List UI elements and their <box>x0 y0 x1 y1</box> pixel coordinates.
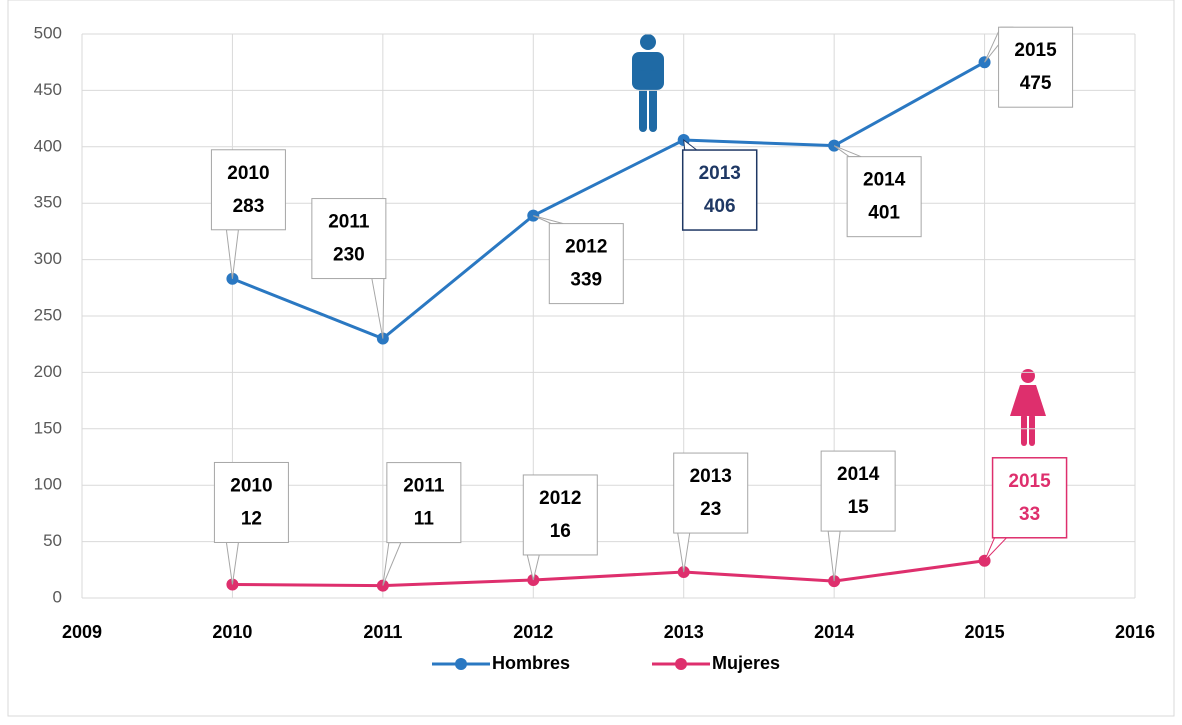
data-label-year: 2015 <box>1008 471 1051 492</box>
data-label-year: 2010 <box>227 163 269 184</box>
y-tick-label: 50 <box>43 531 62 550</box>
data-label-year: 2011 <box>403 476 445 497</box>
data-label: 401 <box>868 203 900 224</box>
data-label: 230 <box>333 245 365 266</box>
label-pointer <box>533 215 564 225</box>
chart-frame <box>7 0 1175 717</box>
data-label-box <box>548 223 624 305</box>
data-label-box <box>213 461 289 543</box>
data-label: 15 <box>848 497 870 518</box>
man-icon <box>632 34 664 132</box>
legend-marker <box>455 658 467 670</box>
series-line <box>232 559 985 588</box>
data-label-box <box>846 156 922 238</box>
x-tick-label: 2014 <box>814 622 854 642</box>
data-label-box <box>522 474 598 556</box>
x-tick-label: 2012 <box>513 622 553 642</box>
label-pointer <box>225 541 240 585</box>
label-pointer <box>225 229 239 279</box>
data-label: 23 <box>700 499 721 520</box>
series-line <box>231 60 986 341</box>
label-pointer <box>677 532 691 573</box>
data-label: 475 <box>1020 73 1052 94</box>
y-tick-label: 200 <box>34 362 62 381</box>
x-tick-label: 2013 <box>664 622 704 642</box>
data-label-box <box>681 149 758 231</box>
legend-label: Hombres <box>492 653 570 673</box>
data-label-year: 2013 <box>690 466 732 487</box>
y-tick-label: 0 <box>53 587 62 606</box>
x-tick-label: 2015 <box>965 622 1005 642</box>
data-label-year: 2011 <box>328 212 370 233</box>
y-tick-label: 250 <box>34 305 62 324</box>
data-label-box <box>210 149 286 231</box>
x-tick-label: 2009 <box>62 622 102 642</box>
x-tick-label: 2010 <box>212 622 252 642</box>
x-tick-label: 2016 <box>1115 622 1155 642</box>
data-label: 283 <box>233 196 265 217</box>
data-label-box <box>998 26 1074 108</box>
data-label-box <box>820 450 896 532</box>
data-label: 12 <box>241 508 262 529</box>
data-label-box <box>311 198 387 280</box>
y-tick-label: 100 <box>34 475 62 494</box>
data-label-box <box>991 457 1068 539</box>
data-label-box <box>386 462 462 544</box>
y-tick-label: 150 <box>34 418 62 437</box>
label-pointer <box>382 542 402 586</box>
data-label-year: 2012 <box>539 488 581 509</box>
label-pointer <box>827 530 841 582</box>
data-label: 33 <box>1019 504 1040 525</box>
y-tick-label: 350 <box>34 193 62 212</box>
legend-marker <box>675 658 687 670</box>
data-label-year: 2014 <box>863 170 906 191</box>
data-label: 16 <box>550 521 571 542</box>
data-label-year: 2013 <box>699 163 741 184</box>
y-tick-label: 500 <box>34 23 62 42</box>
data-label: 11 <box>414 509 435 530</box>
legend-label: Mujeres <box>712 653 780 673</box>
data-label: 339 <box>570 270 602 291</box>
data-label-year: 2010 <box>230 475 272 496</box>
label-pointer <box>833 145 862 158</box>
label-pointer <box>371 278 385 339</box>
y-tick-label: 450 <box>34 80 62 99</box>
y-tick-label: 400 <box>34 136 62 155</box>
data-label-box <box>673 452 749 534</box>
y-tick-label: 300 <box>34 249 62 268</box>
data-label-year: 2012 <box>565 237 607 258</box>
woman-icon <box>1010 369 1046 446</box>
data-label-year: 2014 <box>837 464 880 485</box>
data-label-year: 2015 <box>1014 40 1057 61</box>
data-label: 406 <box>704 196 736 217</box>
x-tick-label: 2011 <box>363 622 402 642</box>
